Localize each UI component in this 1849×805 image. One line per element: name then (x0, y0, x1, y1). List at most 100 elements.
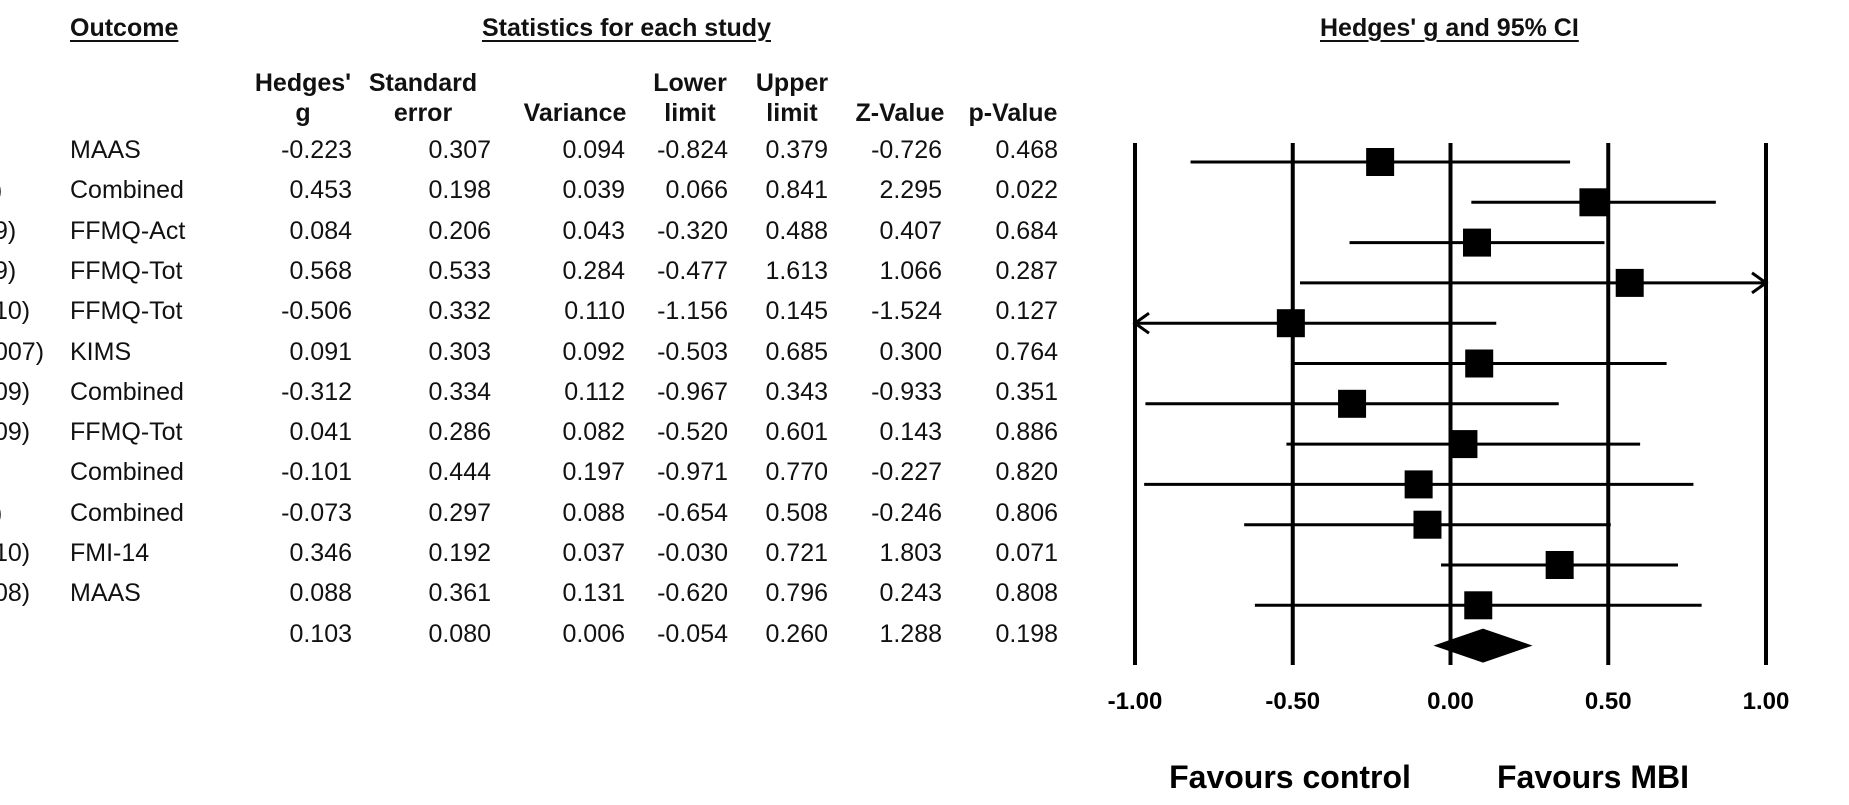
cell-var: 0.094 (562, 136, 625, 164)
cell-lo: -0.620 (657, 579, 728, 608)
cell-se: 0.206 (428, 216, 491, 245)
cell-g: -0.073 (281, 498, 352, 527)
forest-header: Hedges' g and 95% CI (1320, 14, 1579, 42)
cell-p: 0.022 (995, 176, 1058, 205)
cell-se: 0.533 (428, 256, 491, 285)
outcome-label: FFMQ-Tot (70, 256, 183, 285)
cell-var: 0.131 (562, 579, 625, 608)
cell-se: 0.303 (428, 337, 491, 366)
cell-var: 0.197 (562, 458, 625, 487)
cell-z: 1.066 (879, 256, 942, 285)
cell-se: 0.192 (428, 539, 491, 567)
summary-diamond (1433, 628, 1533, 663)
study-name-fragment: ) (0, 499, 2, 528)
cell-hi: 0.343 (765, 377, 828, 406)
point-estimate-square (1449, 430, 1478, 459)
column-header-var: Variance (523, 99, 627, 127)
x-tick-label: 0.00 (1427, 688, 1474, 715)
cell-se: 0.361 (428, 579, 491, 608)
cell-p: 0.820 (995, 458, 1058, 487)
point-estimate-square (1413, 510, 1442, 539)
cell-g: 0.103 (289, 619, 352, 648)
cell-p: 0.468 (995, 136, 1058, 164)
point-estimate-square (1338, 389, 1367, 418)
point-estimate-square (1545, 551, 1574, 579)
cell-z: -1.524 (871, 297, 942, 326)
cell-lo: -0.477 (657, 256, 728, 285)
cell-z: 0.300 (879, 337, 942, 366)
outcome-label: Combined (70, 498, 184, 527)
study-name-fragment: 9) (0, 216, 17, 245)
cell-lo: -0.824 (657, 136, 728, 164)
cell-var: 0.110 (564, 297, 625, 326)
cell-var: 0.082 (562, 418, 625, 447)
cell-se: 0.334 (428, 377, 491, 406)
cell-lo: -0.503 (657, 337, 728, 366)
cell-z: -0.246 (871, 498, 942, 527)
cell-se: 0.444 (428, 458, 491, 487)
cell-se: 0.198 (428, 176, 491, 205)
cell-z: -0.227 (871, 458, 942, 487)
cell-p: 0.806 (995, 498, 1058, 527)
cell-hi: 0.260 (765, 619, 828, 648)
cell-hi: 0.685 (765, 337, 828, 366)
cell-hi: 1.613 (765, 256, 828, 285)
cell-p: 0.198 (995, 619, 1058, 648)
point-estimate-square (1465, 349, 1494, 378)
cell-se: 0.297 (428, 498, 491, 527)
cell-g: 0.346 (289, 539, 352, 567)
column-header-se: Standard error (368, 69, 478, 127)
outcome-label: Combined (70, 458, 184, 487)
cell-hi: 0.145 (765, 297, 828, 326)
cell-lo: -0.971 (657, 458, 728, 487)
cell-z: -0.933 (871, 377, 942, 406)
cell-g: 0.568 (289, 256, 352, 285)
cell-p: 0.886 (995, 418, 1058, 447)
study-name-fragment: 09) (0, 418, 31, 447)
x-tick-label: 0.50 (1585, 688, 1632, 715)
cell-var: 0.092 (562, 337, 625, 366)
x-tick-label: -0.50 (1265, 688, 1320, 715)
study-name-fragment: 9) (0, 256, 17, 285)
x-tick-label: -1.00 (1108, 688, 1163, 715)
cell-var: 0.006 (562, 619, 625, 648)
column-header-p: p-Value (968, 99, 1058, 127)
cell-z: 0.407 (879, 216, 942, 245)
cell-lo: -0.654 (657, 498, 728, 527)
column-header-hi: Upper limit (755, 69, 829, 127)
cell-lo: 0.066 (665, 176, 728, 205)
cell-z: 0.143 (879, 418, 942, 447)
cell-lo: -1.156 (657, 297, 728, 326)
cell-g: 0.088 (289, 579, 352, 608)
cell-z: 1.803 (879, 539, 942, 567)
cell-g: 0.091 (289, 337, 352, 366)
point-estimate-square (1463, 228, 1492, 257)
statistics-header: Statistics for each study (482, 14, 771, 42)
outcome-label: FFMQ-Act (70, 216, 186, 245)
cell-p: 0.071 (995, 539, 1058, 567)
cell-g: -0.312 (281, 377, 352, 406)
cell-lo: -0.967 (657, 377, 728, 406)
cell-hi: 0.841 (765, 176, 828, 205)
cell-lo: -0.054 (657, 619, 728, 648)
cell-hi: 0.770 (765, 458, 828, 487)
favours-mbi-label: Favours MBI (1497, 759, 1689, 795)
study-name-fragment: ) (0, 176, 2, 205)
study-name-fragment: 10) (0, 297, 31, 326)
x-tick-label: 1.00 (1743, 688, 1790, 715)
cell-var: 0.284 (562, 256, 625, 285)
outcome-label: FMI-14 (70, 539, 150, 567)
outcome-label: MAAS (70, 579, 141, 608)
cell-var: 0.088 (562, 498, 625, 527)
cell-hi: 0.379 (765, 136, 828, 164)
cell-g: -0.223 (281, 136, 352, 164)
cell-z: 1.288 (879, 619, 942, 648)
outcome-label: KIMS (70, 337, 132, 366)
cell-hi: 0.601 (765, 418, 828, 447)
cell-var: 0.039 (562, 176, 625, 205)
cell-g: -0.101 (281, 458, 352, 487)
cell-lo: -0.520 (657, 418, 728, 447)
outcome-label: FFMQ-Tot (70, 418, 183, 447)
point-estimate-square (1615, 268, 1644, 297)
